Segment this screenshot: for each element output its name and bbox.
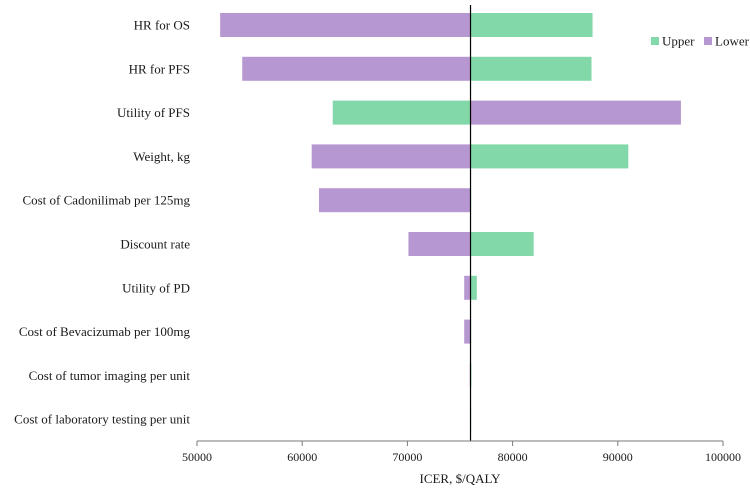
category-label-2: Utility of PFS: [117, 105, 190, 120]
bar-lower-5: [408, 232, 471, 256]
category-label-7: Cost of Bevacizumab per 100mg: [19, 324, 191, 339]
x-tick-label-3: 80000: [498, 450, 528, 464]
x-tick-label-1: 60000: [287, 450, 317, 464]
legend-label-upper: Upper: [662, 34, 695, 49]
bars-group: [220, 13, 681, 432]
legend-label-lower: Lower: [715, 34, 750, 49]
x-axis-ticks: 50000 60000 70000 80000 90000 100000: [182, 441, 741, 464]
bar-upper-1: [470, 56, 592, 81]
bar-upper-6: [470, 275, 477, 300]
bar-lower-2: [470, 100, 681, 125]
bar-upper-3: [470, 144, 629, 169]
bar-lower-4: [319, 188, 471, 213]
category-labels: HR for OS HR for PFS Utility of PFS Weight,…: [14, 18, 190, 427]
bar-lower-6: [464, 275, 471, 300]
category-label-5: Discount rate: [120, 237, 190, 252]
bar-upper-5: [470, 232, 534, 256]
category-label-0: HR for OS: [134, 18, 190, 33]
bar-lower-7: [464, 319, 471, 344]
category-label-3: Weight, kg: [133, 149, 190, 164]
x-tick-label-5: 100000: [705, 450, 741, 464]
bar-upper-0: [470, 13, 593, 37]
category-label-6: Utility of PD: [122, 280, 190, 295]
category-label-9: Cost of laboratory testing per unit: [14, 412, 190, 427]
legend: Upper Lower: [651, 34, 750, 49]
bar-lower-3: [311, 144, 471, 169]
category-label-1: HR for PFS: [129, 61, 190, 76]
bar-upper-2: [332, 100, 471, 125]
category-label-4: Cost of Cadonilimab per 125mg: [22, 193, 190, 208]
bar-lower-0: [220, 13, 471, 37]
bar-lower-1: [242, 56, 471, 81]
x-tick-label-0: 50000: [182, 450, 212, 464]
x-tick-label-4: 90000: [603, 450, 633, 464]
category-label-8: Cost of tumor imaging per unit: [29, 368, 191, 383]
legend-swatch-upper: [651, 37, 659, 45]
x-tick-label-2: 70000: [392, 450, 422, 464]
legend-swatch-lower: [704, 37, 712, 45]
x-axis-title: ICER, $/QALY: [419, 471, 501, 486]
